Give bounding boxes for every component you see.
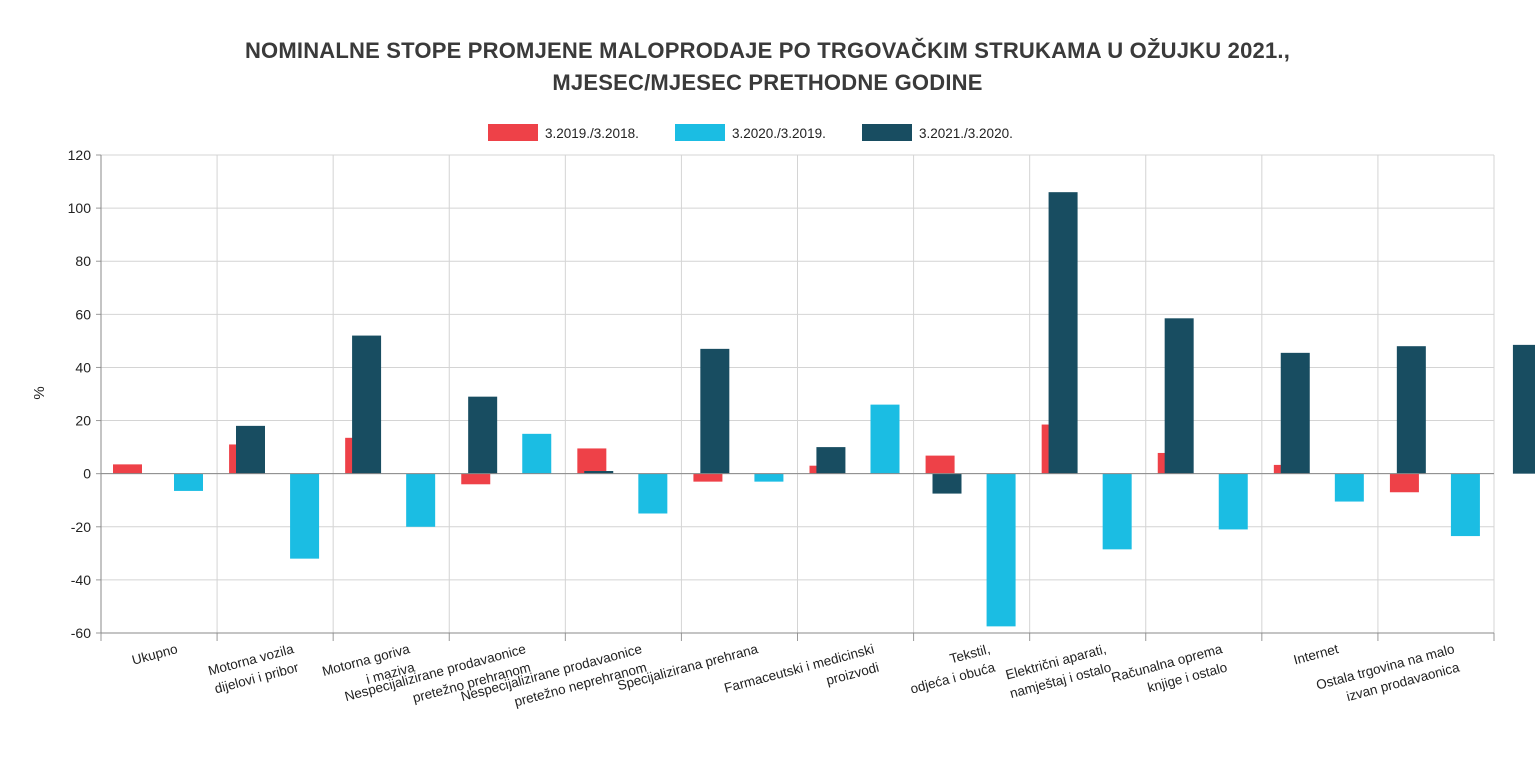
bar-3: [700, 348, 730, 474]
bar-3: [1280, 352, 1310, 474]
y-tick-label: 40: [75, 359, 91, 375]
bar-2: [1334, 473, 1364, 502]
bar-2: [522, 433, 552, 474]
category-label: Ukupno: [130, 641, 179, 668]
y-tick-label: 60: [75, 306, 91, 322]
bar-3: [468, 396, 498, 474]
bar-1: [925, 455, 955, 474]
bar-3: [1396, 346, 1426, 474]
y-axis-label: %: [31, 386, 48, 399]
y-tick-label: 20: [75, 413, 91, 429]
category-label: Tekstil,odjeća i obuća: [909, 641, 997, 696]
bar-1: [693, 473, 723, 482]
bar-2: [174, 473, 203, 491]
bar-2: [1102, 473, 1132, 550]
category-label-line: Internet: [1292, 641, 1340, 667]
bar-3: [236, 425, 265, 474]
legend-label: 3.2021./3.2020.: [919, 126, 1013, 141]
bar-1: [577, 448, 607, 474]
y-tick-label: 120: [68, 147, 92, 163]
bar-3: [932, 473, 962, 494]
bar-3: [1048, 192, 1078, 474]
legend-swatch: [862, 124, 912, 141]
category-label: Internet: [1292, 641, 1340, 667]
y-tick-label: -20: [71, 519, 91, 535]
bar-3: [816, 447, 846, 474]
chart-title-line-2: MJESEC/MJESEC PRETHODNE GODINE: [552, 70, 983, 95]
y-tick-label: -60: [71, 625, 91, 641]
bar-2: [406, 473, 436, 527]
bar-2: [870, 404, 900, 474]
bar-2: [638, 473, 668, 514]
bar-3: [1164, 318, 1194, 474]
bar-3: [352, 335, 382, 474]
y-tick-label: -40: [71, 572, 91, 588]
legend-label: 3.2020./3.2019.: [732, 126, 826, 141]
y-tick-label: 100: [68, 200, 92, 216]
legend-swatch: [488, 124, 538, 141]
bar-2: [1218, 473, 1248, 530]
chart-title-line-1: NOMINALNE STOPE PROMJENE MALOPRODAJE PO …: [244, 38, 1291, 63]
category-label: Električni aparati,namještaj i ostalo: [1004, 641, 1113, 701]
bar-3: [584, 471, 614, 474]
bar-2: [754, 473, 784, 482]
bar-2: [290, 473, 320, 559]
y-tick-label: 0: [83, 466, 91, 482]
bar-1: [113, 464, 142, 474]
legend-swatch: [675, 124, 725, 141]
category-label-line: Ukupno: [130, 641, 179, 668]
y-tick-label: 80: [75, 253, 91, 269]
bar-2: [986, 473, 1016, 627]
legend-label: 3.2019./3.2018.: [545, 126, 639, 141]
bar-3: [1512, 344, 1535, 474]
bar-2: [1450, 473, 1480, 537]
bar-1: [1389, 473, 1419, 493]
bar-1: [461, 473, 491, 485]
